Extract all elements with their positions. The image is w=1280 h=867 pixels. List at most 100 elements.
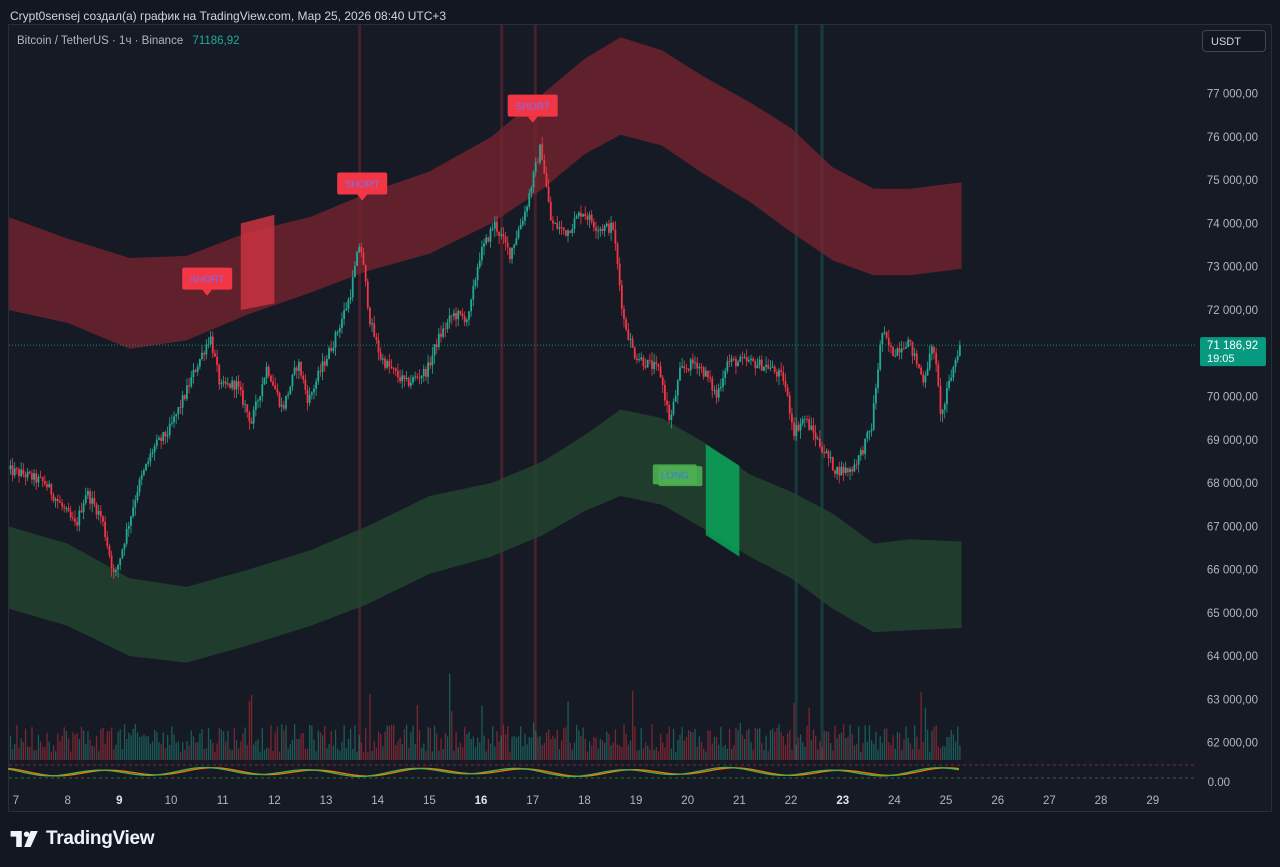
candle-body (629, 338, 632, 340)
volume-bar (765, 735, 767, 760)
volume-bar (455, 731, 457, 760)
volume-bar (410, 732, 412, 760)
signal-vline (794, 25, 798, 760)
volume-bar (324, 726, 326, 760)
candle-body (732, 358, 735, 360)
candle-body (519, 224, 522, 230)
volume-bar (371, 751, 373, 760)
candle-body (440, 333, 442, 337)
volume-bar (601, 740, 604, 760)
candle-body (896, 348, 899, 356)
candle-body (265, 366, 268, 379)
candle-body (399, 377, 401, 382)
volume-bar (718, 744, 720, 760)
candle-body (864, 438, 867, 455)
x-axis[interactable]: 7 8 9 10 11 12 13 14 15 16 17 18 19 20 21 22 23 24 25 26 27 2… (13, 795, 1159, 807)
candle-body (401, 375, 404, 382)
short-signal[interactable]: SHORT (337, 172, 388, 201)
long-signal[interactable]: LONG (652, 464, 697, 485)
candle-body (125, 528, 128, 544)
volume-bar (184, 749, 186, 760)
volume-bar (901, 749, 903, 760)
candle-body (356, 252, 358, 267)
candle-body (50, 484, 53, 495)
volume-bar (517, 736, 520, 760)
y-tick-label: 67 000,00 (1207, 521, 1258, 533)
candle-body (915, 353, 918, 364)
volume-bar (774, 731, 776, 760)
volume-bar (27, 746, 29, 760)
candle-body (394, 368, 397, 372)
candle-body (803, 419, 806, 420)
volume-bar (37, 734, 40, 760)
candle-body (224, 381, 227, 385)
candle-body (373, 323, 376, 337)
volume-bar (707, 730, 709, 760)
volume-bar (343, 724, 345, 760)
candles[interactable] (7, 136, 961, 580)
volume-bar (382, 746, 384, 760)
volume-bar (362, 751, 365, 760)
candle-body (498, 231, 501, 236)
volume-bar (285, 725, 287, 760)
candle-body (65, 507, 68, 509)
volume-bar (100, 729, 102, 760)
currency-button[interactable]: USDT (1202, 30, 1266, 52)
candle-body (369, 307, 371, 325)
candle-body (366, 281, 369, 308)
candle-body (235, 381, 238, 390)
candle-body (147, 461, 150, 464)
candle-body (162, 432, 165, 441)
volume-bar (377, 731, 380, 760)
candle-body (192, 370, 195, 377)
short-signal[interactable]: SHORT (507, 94, 558, 123)
candle-body (508, 247, 511, 260)
candle-body (483, 243, 485, 247)
volume-bar (259, 751, 261, 760)
volume-bar (9, 735, 12, 760)
candle-body (450, 315, 453, 317)
volume-bar (317, 730, 319, 760)
candle-body (95, 504, 98, 515)
volume-bar (229, 749, 231, 760)
candle-body (741, 357, 744, 358)
oscillator-pane[interactable] (8, 764, 1196, 779)
volume-bar (95, 736, 98, 760)
candle-body (549, 201, 552, 221)
candle-body (814, 432, 817, 440)
volume-bar (326, 748, 328, 760)
candle-body (920, 367, 922, 375)
candle-body (231, 380, 234, 388)
candle-body (506, 242, 509, 248)
candle-body (315, 381, 318, 389)
volume-bar (593, 737, 595, 760)
volume-bar (35, 750, 37, 760)
candle-body (552, 220, 554, 224)
plot-area[interactable]: SHORTSHORTSHORTLONGLONG (7, 25, 962, 760)
volume-bar (83, 730, 85, 760)
y-axis[interactable]: 77 000,00 76 000,00 75 000,00 74 000,00 73 0… (1207, 89, 1258, 789)
volume-bar (586, 751, 589, 760)
candle-body (946, 387, 948, 405)
volume-bar (67, 738, 70, 760)
volume-bar (922, 742, 924, 760)
volume-bar (481, 705, 483, 760)
symbol-legend[interactable]: Bitcoin / TetherUS · 1ч · Binance 71186,… (17, 35, 240, 47)
volume-bar (476, 737, 479, 760)
volume-bar (334, 729, 337, 760)
x-tick-label: 27 (1043, 795, 1056, 807)
candle-body (476, 267, 479, 281)
volume-bar (302, 733, 304, 760)
volume-bar (511, 736, 513, 760)
volume-bar (29, 747, 31, 760)
volume-bar (733, 745, 735, 760)
volume-bar (130, 735, 132, 760)
short-signal[interactable]: SHORT (182, 267, 233, 296)
volume-bar (162, 732, 164, 760)
tradingview-logo[interactable]: TradingView (10, 828, 155, 850)
candle-body (239, 386, 242, 390)
volume-bar (52, 745, 55, 760)
volume-bar (804, 746, 806, 760)
volume-bar (862, 743, 864, 760)
